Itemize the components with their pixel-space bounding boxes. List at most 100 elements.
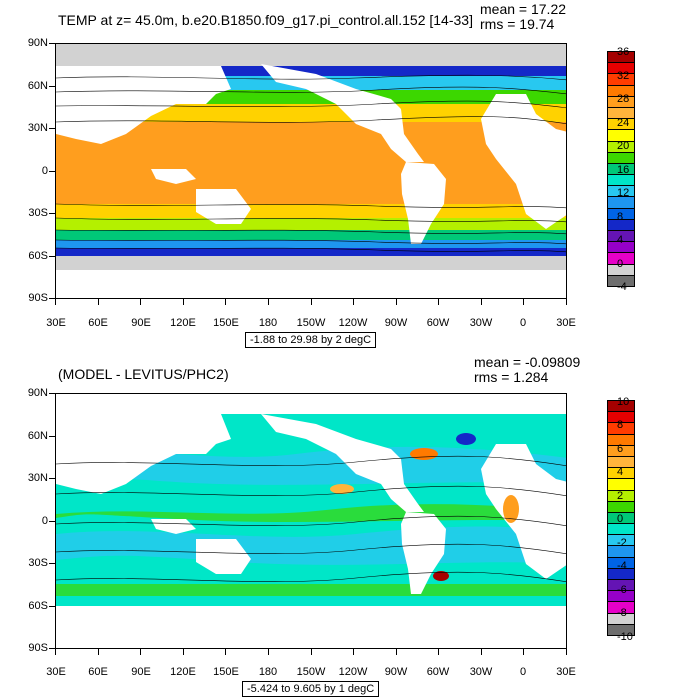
bottom-land-asia: [56, 414, 231, 494]
bottom-land-indonesia: [151, 519, 196, 534]
bottom-map-plot-xtick: [353, 649, 355, 655]
top-xlabel-30w: 30W: [469, 317, 493, 329]
top-map-plot-xtick: [566, 299, 567, 305]
top-ylabel-60s: 60S: [28, 250, 48, 262]
bottom-map-plot-ytick: [49, 648, 55, 649]
bottom-land-australia: [196, 539, 251, 574]
bottom-cbar-label-m2: -2: [617, 537, 627, 549]
top-land-antarctica: [56, 256, 566, 270]
top-xlabel-90e: 90E: [131, 317, 151, 329]
top-cbar-label-28: 28: [617, 93, 630, 105]
top-map-plot-ytick: [49, 298, 55, 299]
bottom-cbar-label-0: 0: [617, 513, 624, 525]
bottom-xlabel-0: 0: [519, 666, 527, 678]
bottom-anomaly-pacific-east: [330, 484, 354, 494]
top-band-south-high2: [56, 248, 566, 256]
bottom-cbar-label-m10: -10: [617, 631, 633, 643]
top-map-plot-ytick: [49, 170, 55, 172]
bottom-map-plot-xtick: [55, 649, 56, 655]
top-xlabel-120w: 120W: [338, 317, 368, 329]
bottom-land-africa-europe: [481, 444, 566, 579]
bottom-land-arctic: [56, 394, 566, 414]
top-map-plot-xtick: [140, 299, 142, 305]
bottom-cbar-label-6: 6: [617, 443, 624, 455]
bottom-panel-title: (MODEL - LEVITUS/PHC2): [58, 366, 229, 382]
top-map-plot-ytick: [49, 255, 55, 257]
bottom-anomaly-falklands: [433, 571, 449, 581]
bottom-ylabel-30n: 30N: [27, 472, 48, 484]
top-cbar-label-0: 0: [617, 258, 624, 270]
top-ylabel-30n: 30N: [27, 122, 48, 134]
bottom-land-antarctica: [56, 606, 566, 648]
bottom-map-plot-xtick: [225, 649, 227, 655]
bottom-map-plot-xtick: [310, 649, 312, 655]
bottom-xlabel-150e: 150E: [213, 666, 239, 678]
top-ylabel-90s: 90S: [28, 292, 48, 304]
bottom-anomaly-labrador: [456, 433, 476, 445]
bottom-xlabel-90w: 90W: [384, 666, 408, 678]
bottom-map-plot-ytick: [49, 520, 55, 522]
bottom-anomaly-benguela: [503, 495, 519, 523]
top-cbar-label-16: 16: [617, 164, 630, 176]
top-ylabel-0: 0: [41, 165, 48, 177]
top-map-plot-xtick: [182, 299, 184, 305]
top-land-asia: [56, 66, 231, 144]
bottom-land-north-america: [261, 414, 424, 512]
top-map-plot-xtick: [438, 299, 440, 305]
bottom-map-plot-ytick: [49, 393, 55, 394]
top-map-plot-xtick: [55, 299, 56, 305]
top-map-plot-xtick: [480, 299, 482, 305]
bottom-ylabel-90n: 90N: [27, 387, 48, 399]
bottom-ylabel-90s: 90S: [28, 642, 48, 654]
bottom-map-plot-xtick: [480, 649, 482, 655]
top-map-svg: [56, 44, 566, 298]
top-map-plot-ytick: [49, 85, 55, 87]
bottom-xlabel-60w: 60W: [426, 666, 450, 678]
bottom-colorbar: [607, 400, 635, 636]
top-xlabel-60e: 60E: [88, 317, 108, 329]
bottom-colorbar-segment: [607, 623, 635, 636]
top-land-arctic: [56, 44, 566, 66]
top-cbar-label-24: 24: [617, 117, 630, 129]
top-map-plot-xtick: [523, 299, 525, 305]
bottom-cbar-label-m8: -8: [617, 607, 627, 619]
top-band-south-mid: [56, 218, 566, 230]
bottom-map-plot-xtick: [97, 649, 99, 655]
top-land-africa-europe: [481, 94, 566, 229]
top-rms-value: rms = 19.74: [480, 16, 555, 32]
bottom-xlabel-30e: 30E: [46, 666, 66, 678]
bottom-cbar-label-m6: -6: [617, 584, 627, 596]
top-band-south-sub: [56, 204, 566, 218]
top-cbar-label-m4: -4: [617, 281, 627, 293]
top-cbar-label-36: 36: [617, 46, 630, 58]
bottom-mean-value: mean = -0.09809: [474, 354, 581, 370]
top-ylabel-90n: 90N: [27, 37, 48, 49]
top-map-plot-xtick: [353, 299, 355, 305]
top-panel-title: TEMP at z= 45.0m, b.e20.B1850.f09_g17.pi…: [58, 12, 473, 28]
top-map-plot-xtick: [395, 299, 397, 305]
bottom-cbar-label-m4: -4: [617, 560, 627, 572]
top-cbar-label-32: 32: [617, 70, 630, 82]
top-map-plot-xtick: [310, 299, 312, 305]
bottom-xlabel-60e: 60E: [88, 666, 108, 678]
bottom-map-plot-ytick: [49, 478, 55, 479]
top-land-indonesia: [151, 169, 196, 184]
bottom-ylabel-0: 0: [41, 515, 48, 527]
bottom-xlabel-120w: 120W: [338, 666, 368, 678]
bottom-map-plot: [55, 393, 567, 649]
top-band-south-high: [56, 240, 566, 248]
bottom-xlabel-90e: 90E: [131, 666, 151, 678]
bottom-cbar-label-2: 2: [617, 490, 624, 502]
top-map-plot: [55, 43, 567, 299]
top-contour-range-label: -1.88 to 29.98 by 2 degC: [245, 332, 377, 348]
top-map-plot-ytick: [49, 43, 55, 44]
bottom-xlabel-180: 180: [258, 666, 278, 678]
top-cbar-label-8: 8: [617, 211, 624, 223]
top-map-plot-xtick: [225, 299, 227, 305]
bottom-map-plot-xtick: [182, 649, 184, 655]
top-band-tropics: [56, 144, 566, 204]
top-xlabel-30e: 30E: [46, 317, 66, 329]
top-map-plot-xtick: [97, 299, 99, 305]
bottom-xlabel-30w: 30W: [469, 666, 493, 678]
bottom-cbar-label-8: 8: [617, 419, 624, 431]
